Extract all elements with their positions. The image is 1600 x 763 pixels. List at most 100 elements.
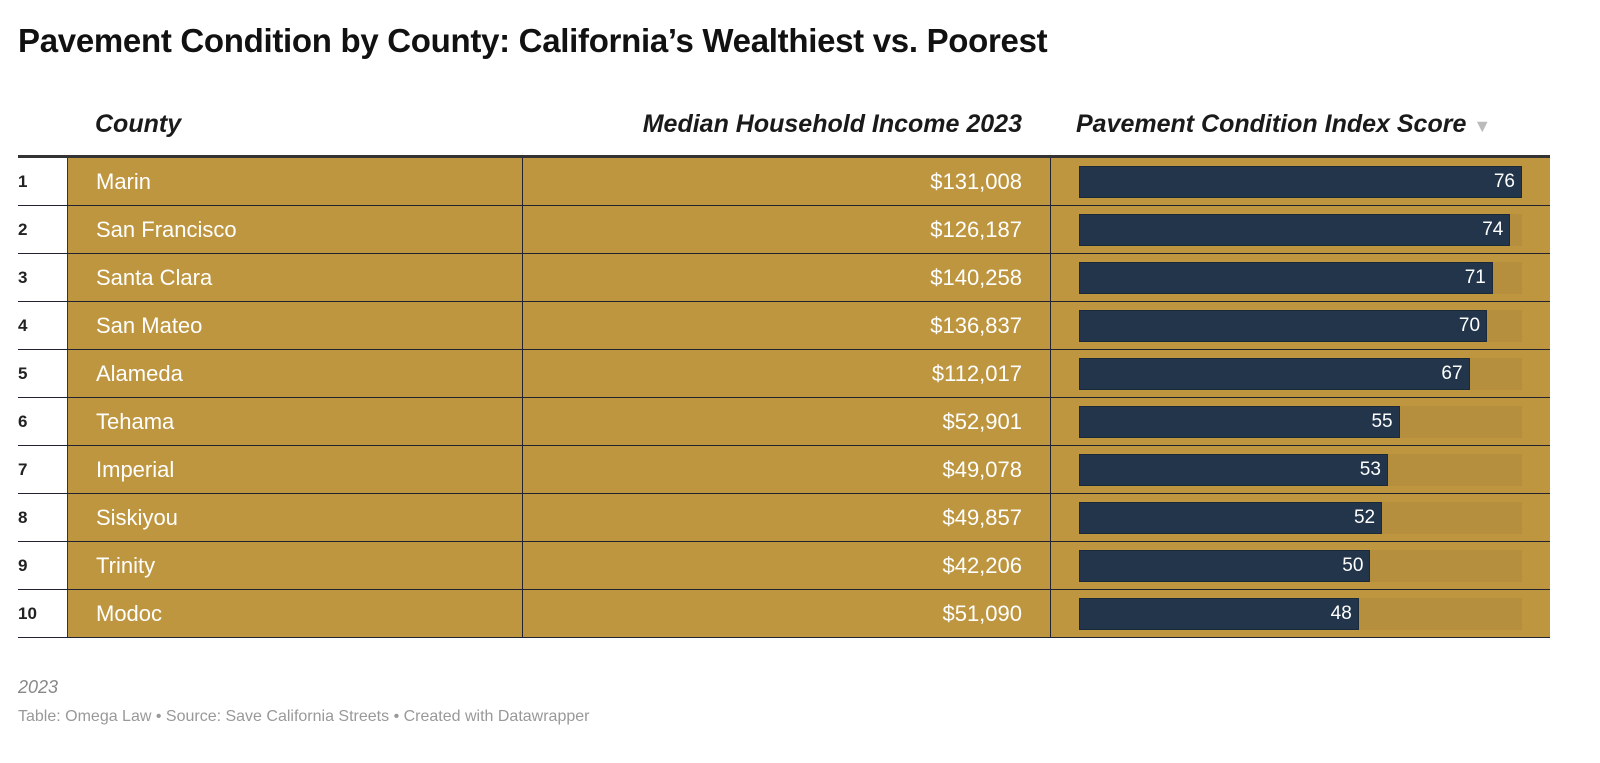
score-bar: 67 — [1079, 358, 1470, 390]
score-bar-track: 70 — [1079, 310, 1522, 342]
score-bar: 53 — [1079, 454, 1388, 486]
score-bar: 52 — [1079, 502, 1383, 534]
column-divider — [1050, 350, 1051, 397]
rank-number: 3 — [18, 268, 28, 287]
rank-number: 2 — [18, 220, 28, 239]
table-row: 2 San Francisco $126,187 74 — [18, 206, 1550, 254]
score-bar-track: 74 — [1079, 214, 1522, 246]
row-cells: Imperial $49,078 53 — [67, 446, 1550, 493]
median-income: $112,017 — [931, 361, 1022, 386]
score-bar: 74 — [1079, 214, 1511, 246]
column-divider — [1050, 158, 1051, 205]
header-county[interactable]: County — [95, 110, 182, 138]
county-name: Alameda — [96, 361, 183, 386]
column-divider — [522, 446, 523, 493]
table-row: 8 Siskiyou $49,857 52 — [18, 494, 1550, 542]
median-income: $49,857 — [942, 505, 1022, 530]
rank-number: 9 — [18, 556, 28, 575]
footer-source: Table: Omega Law • Source: Save Californ… — [18, 708, 590, 725]
score-bar-track: 52 — [1079, 502, 1522, 534]
median-income: $126,187 — [930, 217, 1022, 242]
row-cells: San Francisco $126,187 74 — [67, 206, 1550, 253]
column-divider — [522, 542, 523, 589]
data-table: 1 Marin $131,008 76 2 San Francisco $126… — [18, 155, 1550, 638]
county-name: San Mateo — [96, 313, 203, 338]
median-income: $136,837 — [930, 313, 1022, 338]
score-bar: 76 — [1079, 166, 1522, 198]
rank-number: 1 — [18, 172, 28, 191]
table-row: 3 Santa Clara $140,258 71 — [18, 254, 1550, 302]
median-income: $49,078 — [942, 457, 1022, 482]
column-divider — [522, 254, 523, 301]
table-row: 9 Trinity $42,206 50 — [18, 542, 1550, 590]
header-score-label: Pavement Condition Index Score — [1076, 110, 1467, 138]
score-bar-track: 50 — [1079, 550, 1522, 582]
median-income: $51,090 — [942, 601, 1022, 626]
county-name: Tehama — [96, 409, 175, 434]
score-bar-track: 55 — [1079, 406, 1522, 438]
column-divider — [522, 494, 523, 541]
score-value: 53 — [1359, 459, 1381, 480]
county-name: Trinity — [96, 553, 156, 578]
score-bar: 50 — [1079, 550, 1371, 582]
score-value: 76 — [1493, 171, 1515, 192]
table-row: 10 Modoc $51,090 48 — [18, 590, 1550, 638]
header-income[interactable]: Median Household Income 2023 — [642, 110, 1022, 138]
column-divider — [522, 350, 523, 397]
score-bar-track: 71 — [1079, 262, 1522, 294]
score-value: 52 — [1353, 507, 1376, 528]
median-income: $42,206 — [942, 553, 1022, 578]
column-divider — [1050, 446, 1051, 493]
column-divider — [522, 206, 523, 253]
row-cells: Alameda $112,017 67 — [67, 350, 1550, 397]
column-divider — [1050, 494, 1051, 541]
column-divider — [1050, 542, 1051, 589]
table-row: 7 Imperial $49,078 53 — [18, 446, 1550, 494]
column-divider — [522, 590, 523, 637]
county-name: Modoc — [96, 601, 163, 626]
column-divider — [1050, 398, 1051, 445]
score-value: 74 — [1482, 219, 1504, 240]
column-divider — [522, 158, 523, 205]
score-value: 71 — [1464, 267, 1486, 288]
row-cells: Trinity $42,206 50 — [67, 542, 1550, 589]
rank-number: 6 — [18, 412, 28, 431]
table-row: 6 Tehama $52,901 55 — [18, 398, 1550, 446]
table-row: 1 Marin $131,008 76 — [18, 158, 1550, 206]
score-bar: 71 — [1079, 262, 1493, 294]
rank-number: 4 — [18, 316, 28, 335]
county-name: San Francisco — [96, 217, 237, 242]
score-bar-track: 67 — [1079, 358, 1522, 390]
row-cells: Marin $131,008 76 — [67, 158, 1550, 205]
county-name: Imperial — [96, 457, 175, 482]
median-income: $140,258 — [930, 265, 1022, 290]
score-bar: 70 — [1079, 310, 1488, 342]
score-value: 50 — [1342, 555, 1364, 576]
row-cells: Santa Clara $140,258 71 — [67, 254, 1550, 301]
rank-number: 8 — [18, 508, 28, 527]
score-bar-track: 53 — [1079, 454, 1522, 486]
score-value: 67 — [1441, 363, 1463, 384]
score-value: 70 — [1458, 315, 1481, 336]
rank-number: 10 — [18, 604, 37, 623]
row-cells: San Mateo $136,837 70 — [67, 302, 1550, 349]
column-divider — [1050, 302, 1051, 349]
chart-title: Pavement Condition by County: California… — [18, 22, 1048, 59]
row-cells: Modoc $51,090 48 — [67, 590, 1550, 637]
table-row: 4 San Mateo $136,837 70 — [18, 302, 1550, 350]
median-income: $131,008 — [930, 169, 1022, 194]
county-name: Siskiyou — [96, 505, 178, 530]
column-divider — [522, 302, 523, 349]
county-name: Santa Clara — [96, 265, 213, 290]
score-value: 55 — [1371, 411, 1393, 432]
footer-note: 2023 — [18, 677, 59, 697]
county-name: Marin — [96, 169, 152, 194]
row-cells: Tehama $52,901 55 — [67, 398, 1550, 445]
score-value: 48 — [1330, 603, 1352, 624]
row-cells: Siskiyou $49,857 52 — [67, 494, 1550, 541]
header-score[interactable]: Pavement Condition Index Score ▼ — [1076, 110, 1491, 139]
sort-descending-icon[interactable]: ▼ — [1473, 116, 1492, 136]
median-income: $52,901 — [942, 409, 1022, 434]
column-divider — [1050, 206, 1051, 253]
score-bar: 55 — [1079, 406, 1400, 438]
